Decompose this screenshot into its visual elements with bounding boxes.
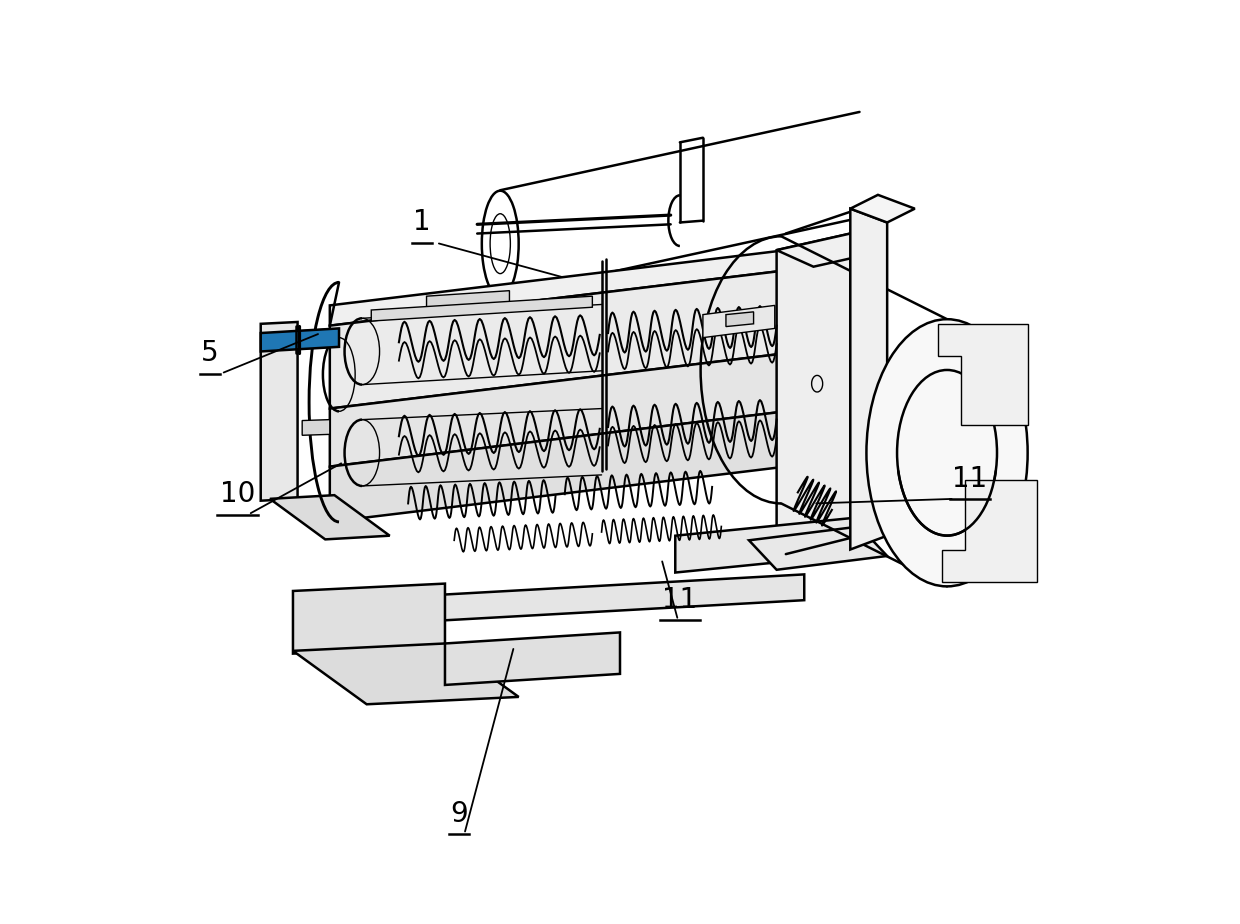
Polygon shape: [330, 353, 786, 467]
Polygon shape: [330, 250, 786, 325]
Polygon shape: [942, 480, 1037, 582]
Polygon shape: [676, 517, 859, 573]
Polygon shape: [330, 411, 786, 522]
Polygon shape: [270, 495, 389, 540]
Polygon shape: [851, 195, 915, 223]
Polygon shape: [260, 328, 339, 351]
Polygon shape: [427, 291, 510, 309]
Text: 11: 11: [952, 465, 988, 492]
Polygon shape: [260, 328, 339, 351]
Polygon shape: [703, 306, 775, 337]
Text: 1: 1: [413, 209, 430, 237]
Polygon shape: [343, 575, 805, 626]
Text: 10: 10: [219, 480, 255, 508]
Polygon shape: [937, 323, 1028, 425]
Polygon shape: [330, 271, 786, 408]
Polygon shape: [445, 632, 620, 685]
Polygon shape: [293, 584, 445, 653]
Polygon shape: [725, 311, 754, 326]
Polygon shape: [303, 419, 330, 435]
Polygon shape: [371, 297, 593, 321]
Polygon shape: [749, 527, 887, 570]
Ellipse shape: [897, 370, 997, 536]
Polygon shape: [851, 209, 887, 550]
Text: 11: 11: [662, 586, 698, 614]
Polygon shape: [260, 322, 298, 501]
Ellipse shape: [867, 319, 1028, 587]
Text: 5: 5: [201, 339, 219, 368]
Text: 9: 9: [450, 800, 467, 828]
Polygon shape: [776, 234, 851, 554]
Polygon shape: [776, 234, 887, 267]
Polygon shape: [293, 643, 518, 704]
